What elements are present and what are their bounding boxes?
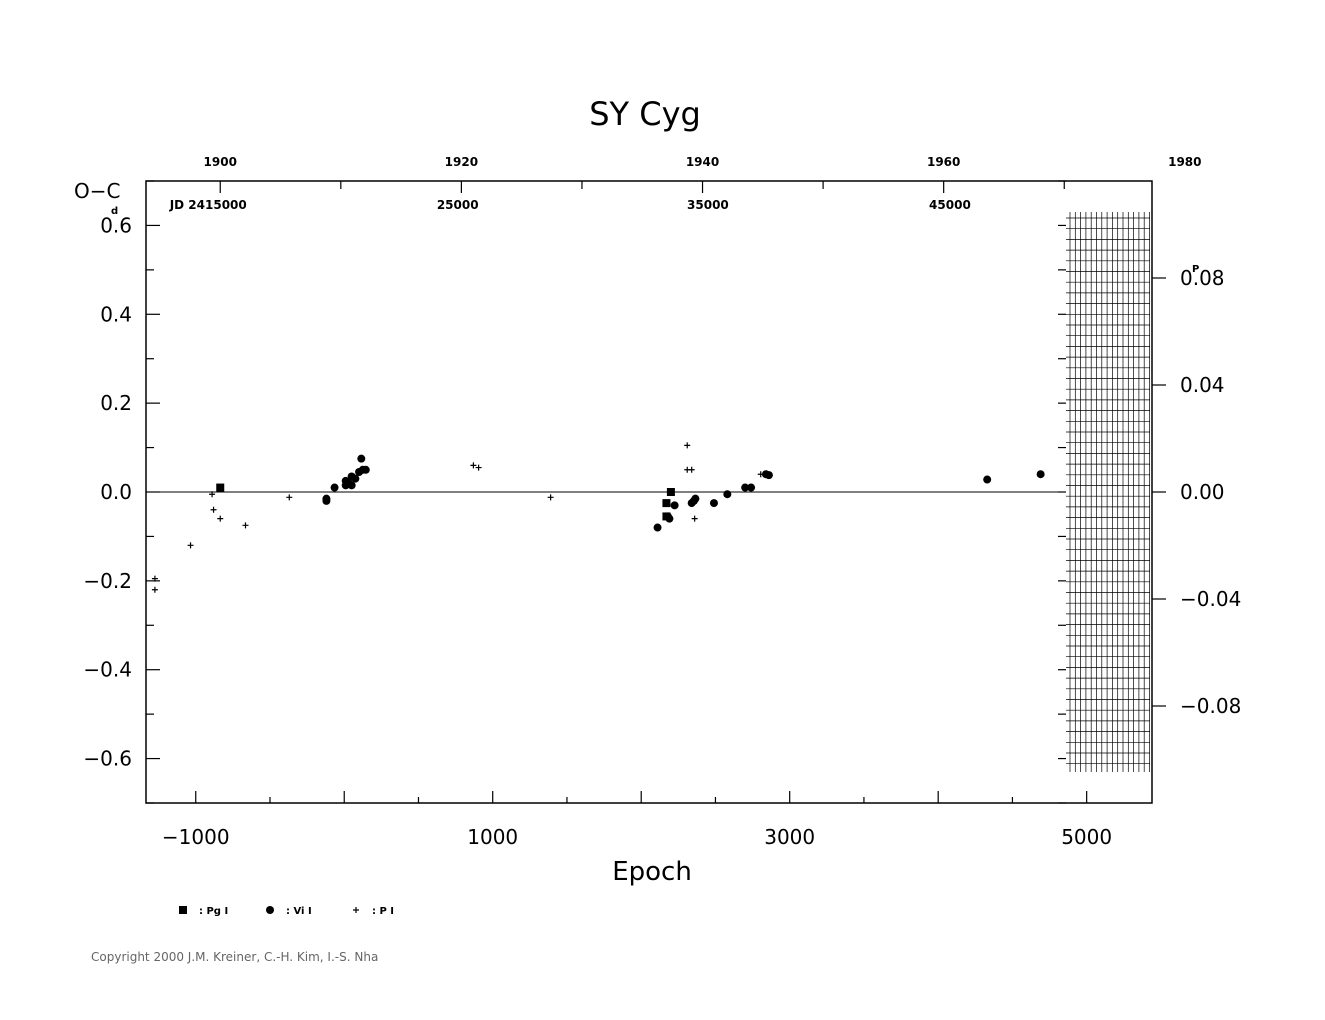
x-tick-label: 1000 [467,825,518,849]
x-tick-label: 3000 [764,825,815,849]
point-plus [547,494,554,501]
point-circle [330,483,339,492]
y-tick-label: −0.4 [83,658,132,682]
data-points [151,442,1045,593]
legend: : Pg I : Vi I : P I [179,906,394,917]
point-plus [691,515,698,522]
point-plus [688,466,695,473]
point-circle [665,514,674,523]
point-circle [351,474,360,483]
point-plus [470,462,477,469]
legend-marker-square [179,906,187,914]
point-plus [684,442,691,449]
point-plus [475,464,482,471]
point-circle [741,483,750,492]
point-circle [723,490,732,499]
x-axis-label: Epoch [612,857,692,887]
y-tick-label: −0.6 [83,747,132,771]
y2-tick-label: −0.04 [1180,587,1241,611]
point-circle [691,494,700,503]
y-tick-label: 0.0 [100,480,132,504]
x-tick-label: −1000 [162,825,230,849]
point-plus [286,494,293,501]
point-plus [151,575,158,582]
copyright: Copyright 2000 J.M. Kreiner, C.-H. Kim, … [91,950,378,964]
y2-tick-label: 0.00 [1180,480,1225,504]
y-tick-label: 0.4 [100,302,132,326]
point-plus [187,542,194,549]
point-circle [357,454,366,463]
point-circle [361,465,370,474]
y2-tick-label: 0.04 [1180,373,1225,397]
point-circle [653,523,662,532]
legend-marker-plus [353,907,359,913]
y-tick-label: −0.2 [83,569,132,593]
point-circle [1036,470,1045,479]
point-plus [242,522,249,529]
point-circle [670,501,679,510]
point-circle [983,475,992,484]
axes: −1000 1000 3000 5000 0.6 0.4 0.2 0.0 −0.2 −0.4 −0.… [83,155,1241,849]
legend-label: : P I [372,906,394,917]
point-plus [209,491,216,498]
y-axis-label: O−C [74,179,120,203]
x-tick-label: 5000 [1061,825,1112,849]
point-square [216,483,225,492]
point-square [662,499,671,508]
chart-title: SY Cyg [589,95,701,133]
point-circle [347,481,356,490]
point-plus [757,471,764,478]
point-square [666,488,675,496]
legend-label: : Vi I [286,906,312,917]
year-tick-label: 1920 [445,155,478,169]
jd-label: 25000 [437,198,479,212]
y2-tick-label: 0.08 [1180,266,1225,290]
point-plus [217,515,224,522]
y2-tick-label: −0.08 [1180,694,1241,718]
hatched-region [1066,212,1150,772]
year-tick-label: 1980 [1168,155,1201,169]
y-tick-label: 0.2 [100,391,132,415]
jd-label: 45000 [929,198,971,212]
legend-marker-circle [266,906,274,914]
jd-label: JD 2415000 [169,198,247,212]
y2-unit-mark: P [1192,264,1199,275]
point-circle [322,496,331,505]
point-circle [709,499,718,508]
point-plus [151,586,158,593]
jd-label: 35000 [687,198,729,212]
year-tick-label: 1900 [204,155,237,169]
y-unit-mark: d [111,206,118,217]
year-tick-label: 1940 [686,155,719,169]
point-circle [764,471,773,480]
year-tick-label: 1960 [927,155,960,169]
point-plus [210,506,217,513]
y-tick-label: 0.6 [100,213,132,237]
legend-label: : Pg I [199,906,228,917]
point-circle [747,483,756,492]
